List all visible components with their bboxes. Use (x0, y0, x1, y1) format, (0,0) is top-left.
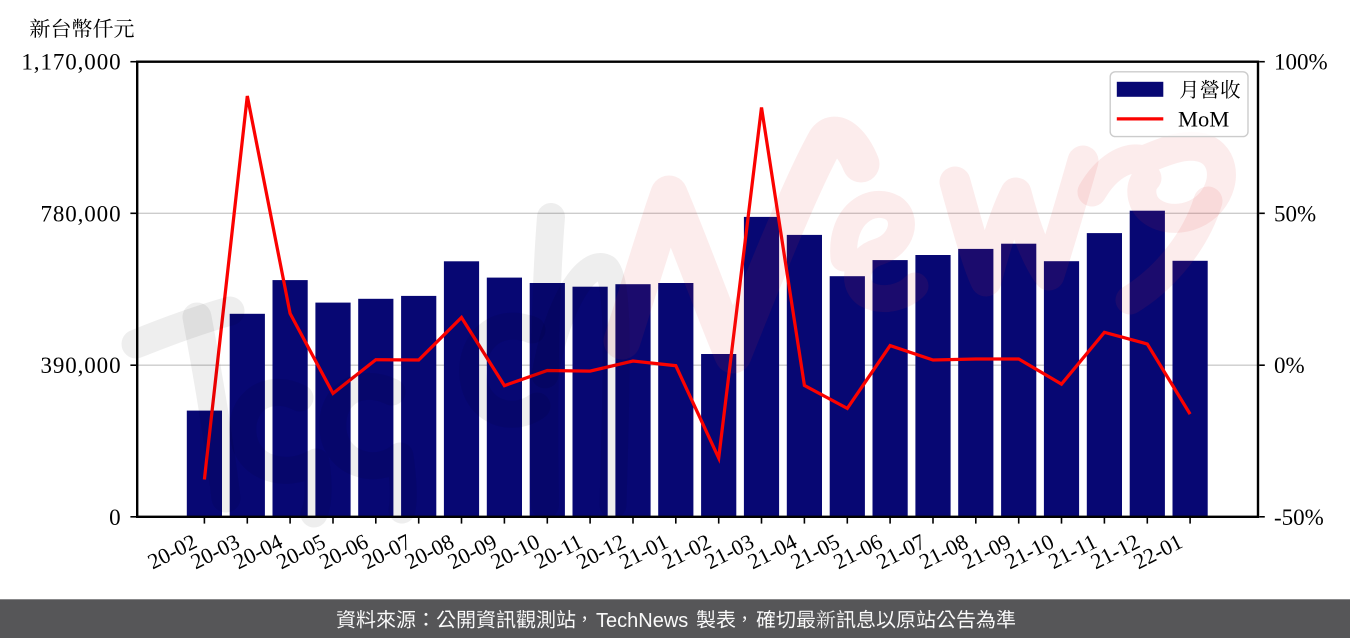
svg-text:390,000: 390,000 (40, 353, 121, 378)
svg-text:50%: 50% (1274, 201, 1316, 226)
svg-text:TechNews: TechNews (596, 610, 688, 632)
svg-text:0%: 0% (1274, 353, 1305, 378)
svg-text:-50%: -50% (1274, 505, 1324, 530)
svg-text:1,170,000: 1,170,000 (21, 50, 121, 75)
svg-text:MoM: MoM (1178, 106, 1229, 131)
svg-text:780,000: 780,000 (40, 201, 121, 226)
svg-text:0: 0 (109, 505, 121, 530)
svg-text:100%: 100% (1274, 50, 1328, 75)
